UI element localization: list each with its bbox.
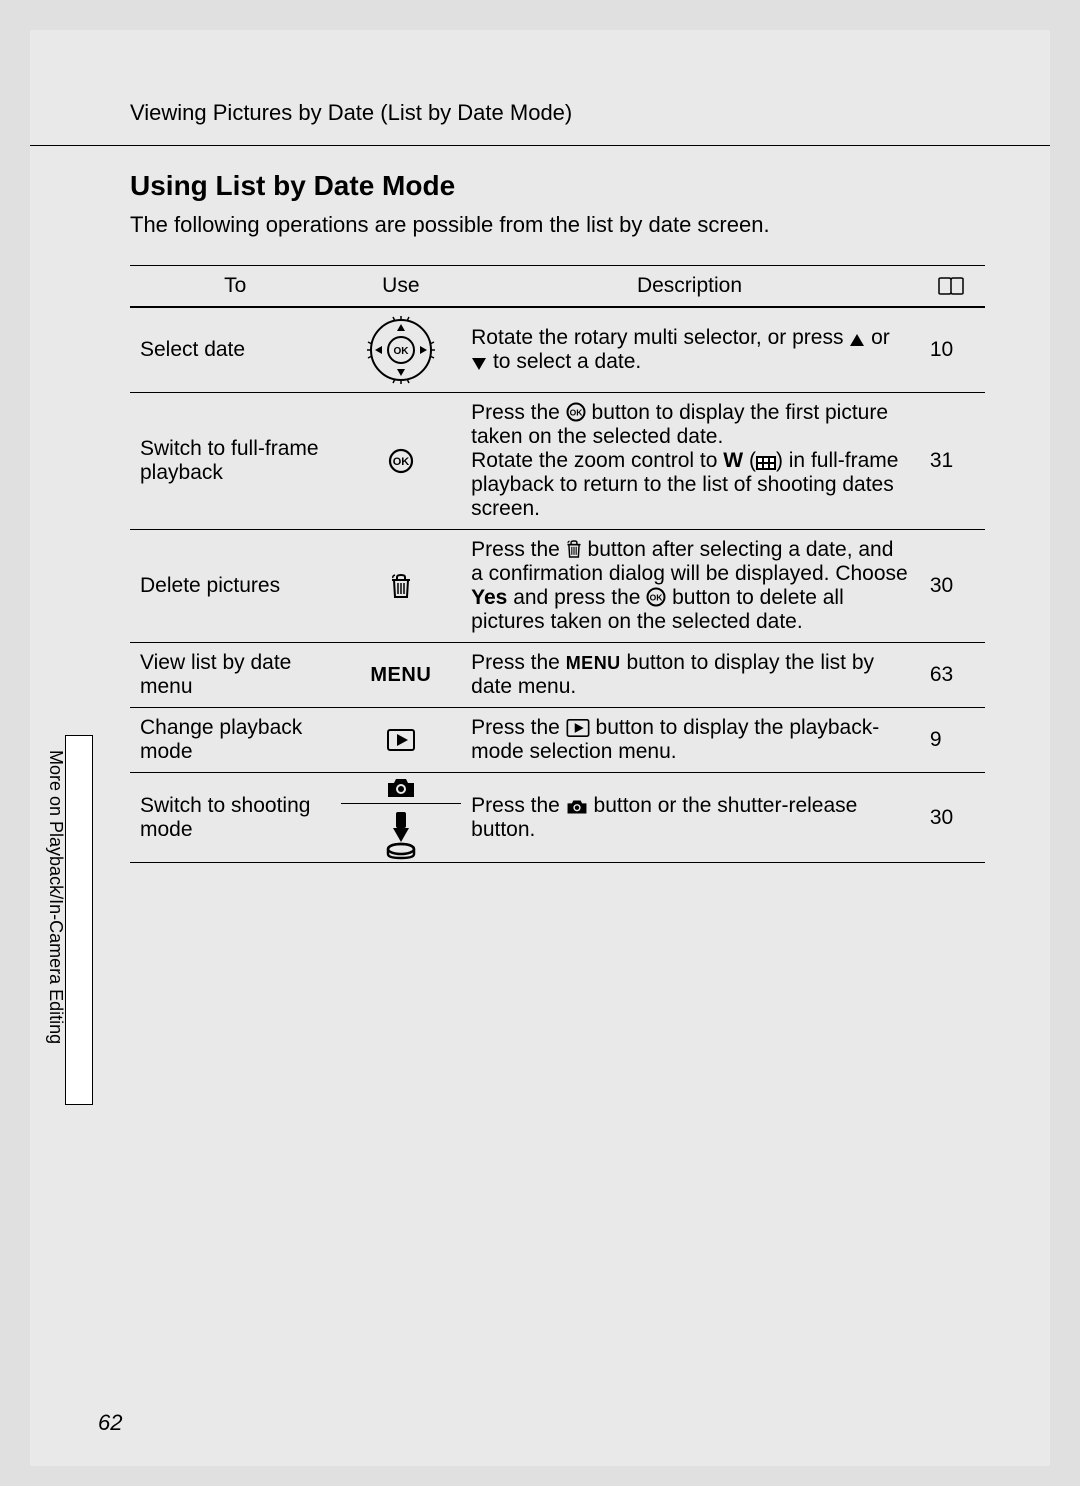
camera-icon: [566, 799, 588, 815]
ok-button-icon: OK: [388, 448, 414, 474]
shutter-release-icon: [384, 810, 418, 860]
up-triangle-icon: [849, 333, 865, 347]
cell-to: Change playback mode: [130, 708, 341, 773]
page-title: Using List by Date Mode: [130, 170, 455, 202]
page-number: 62: [98, 1410, 122, 1436]
cell-page: 9: [918, 708, 985, 773]
cell-to: Switch to full-frame playback: [130, 393, 341, 530]
ok-button-icon: OK: [566, 402, 586, 422]
rotary-selector-icon: OK: [367, 316, 435, 384]
cell-page: 30: [918, 773, 985, 863]
svg-text:OK: OK: [569, 408, 583, 418]
col-page-ref: [918, 266, 985, 308]
cell-description: Press the MENU button to display the lis…: [461, 643, 918, 708]
col-use: Use: [341, 266, 462, 308]
svg-text:OK: OK: [393, 346, 409, 357]
desc-text-bold: Yes: [471, 586, 507, 609]
trash-icon: [566, 539, 582, 559]
cell-use: [341, 773, 462, 863]
desc-text: Rotate the rotary multi selector, or pre…: [471, 326, 849, 349]
ok-button-icon: OK: [646, 587, 666, 607]
cell-description: Press the OK button to display the first…: [461, 393, 918, 530]
cell-use: OK: [341, 393, 462, 530]
cell-use: OK: [341, 307, 462, 393]
table-row: Switch to full-frame playback OK Press t…: [130, 393, 985, 530]
cell-page: 10: [918, 307, 985, 393]
desc-text: Press the: [471, 651, 566, 674]
book-icon: [938, 277, 964, 295]
play-button-icon: [387, 729, 415, 751]
cell-page: 31: [918, 393, 985, 530]
cell-to: Switch to shooting mode: [130, 773, 341, 863]
side-tab-label: More on Playback/In-Camera Editing: [45, 750, 66, 1090]
cell-to: Select date: [130, 307, 341, 393]
play-button-icon: [566, 719, 590, 737]
thumbnail-grid-icon: [756, 456, 776, 470]
intro-text: The following operations are possible fr…: [130, 212, 770, 238]
cell-to: View list by date menu: [130, 643, 341, 708]
table-row: Change playback mode Press the button to…: [130, 708, 985, 773]
table-row: Switch to shooting mode: [130, 773, 985, 863]
divider: [30, 145, 1050, 146]
cell-description: Press the button to display the playback…: [461, 708, 918, 773]
trash-icon: [390, 573, 412, 599]
desc-text: to select a date.: [487, 350, 641, 373]
desc-text: (: [743, 449, 756, 472]
cell-description: Rotate the rotary multi selector, or pre…: [461, 307, 918, 393]
col-description: Description: [461, 266, 918, 308]
svg-text:OK: OK: [650, 593, 664, 603]
cell-to: Delete pictures: [130, 530, 341, 643]
desc-text: and press the: [507, 586, 646, 609]
down-triangle-icon: [471, 357, 487, 371]
cell-page: 63: [918, 643, 985, 708]
col-to: To: [130, 266, 341, 308]
manual-page: Viewing Pictures by Date (List by Date M…: [30, 30, 1050, 1466]
desc-text: Press the: [471, 401, 566, 424]
svg-text:OK: OK: [393, 456, 410, 468]
cell-page: 30: [918, 530, 985, 643]
desc-text-bold: W: [723, 449, 743, 472]
table-row: Delete pictures Press the button after s…: [130, 530, 985, 643]
desc-text: Rotate the zoom control to: [471, 449, 723, 472]
menu-label-icon: MENU: [370, 664, 431, 686]
cell-description: Press the button or the shutter-release …: [461, 773, 918, 863]
cell-use: [341, 708, 462, 773]
desc-text: Press the: [471, 794, 566, 817]
side-tab: [65, 735, 93, 1105]
menu-label-icon: MENU: [566, 653, 621, 673]
cell-description: Press the button after selecting a date,…: [461, 530, 918, 643]
table-header-row: To Use Description: [130, 266, 985, 308]
camera-icon: [386, 777, 416, 799]
table-row: Select date OK: [130, 307, 985, 393]
breadcrumb: Viewing Pictures by Date (List by Date M…: [130, 100, 572, 126]
desc-text: Press the: [471, 716, 566, 739]
desc-text: Press the: [471, 538, 566, 561]
cell-use: MENU: [341, 643, 462, 708]
operations-table: To Use Description Select date: [130, 265, 985, 863]
desc-text: or: [865, 326, 890, 349]
table-row: View list by date menu MENU Press the ME…: [130, 643, 985, 708]
cell-use: [341, 530, 462, 643]
